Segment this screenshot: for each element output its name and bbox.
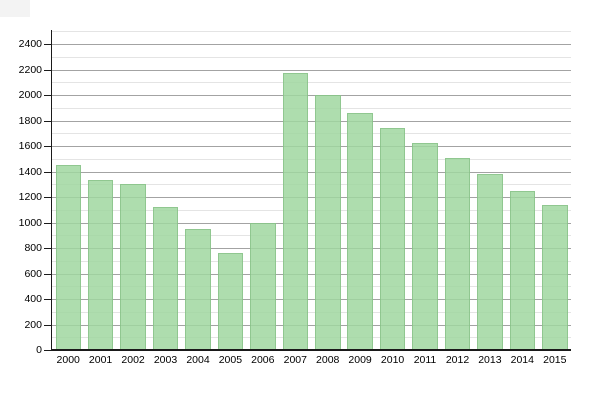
bar-2001 — [87, 180, 114, 350]
minor-gridline — [52, 286, 571, 288]
y-axis-label: 1600 — [18, 140, 42, 152]
y-axis-tick — [44, 197, 51, 198]
x-axis-label: 2001 — [88, 354, 113, 366]
y-axis-tick — [44, 350, 51, 351]
major-gridline — [52, 299, 571, 300]
y-axis-tick — [44, 44, 51, 45]
major-gridline — [52, 146, 571, 147]
y-axis-label: 1400 — [18, 165, 42, 178]
major-gridline — [52, 273, 571, 275]
minor-gridline — [52, 311, 571, 313]
y-axis-label: 200 — [24, 318, 42, 331]
major-gridline — [52, 248, 571, 249]
x-axis-line — [51, 349, 571, 351]
bar-2003 — [152, 207, 179, 350]
y-axis-tick — [44, 95, 51, 96]
y-axis-label: 2000 — [18, 89, 42, 101]
y-axis-label: 1200 — [18, 191, 42, 203]
x-axis-label: 2008 — [316, 354, 340, 366]
x-axis-label: 2013 — [478, 354, 502, 366]
y-axis-line — [51, 30, 52, 350]
x-axis-label: 2014 — [510, 354, 534, 366]
bar-2007 — [282, 73, 308, 350]
x-axis-label: 2012 — [445, 354, 470, 366]
x-axis-label: 2002 — [121, 354, 145, 366]
major-gridline — [52, 120, 571, 122]
x-axis-label: 2007 — [283, 354, 307, 366]
minor-gridline — [52, 337, 571, 339]
bar-2006 — [250, 222, 276, 350]
minor-gridline — [52, 56, 571, 58]
minor-gridline — [52, 158, 571, 160]
minor-gridline — [52, 209, 571, 211]
minor-gridline — [52, 184, 571, 186]
bar-2005 — [217, 253, 244, 350]
minor-gridline — [52, 260, 571, 262]
bar-2014 — [509, 190, 536, 350]
y-axis-label: 400 — [24, 293, 42, 305]
bar-2015 — [542, 204, 568, 350]
x-axis-label: 2000 — [56, 354, 80, 366]
bar-2000 — [55, 165, 81, 350]
major-gridline — [52, 95, 571, 96]
bar-2012 — [444, 157, 471, 350]
major-gridline — [52, 69, 571, 71]
y-axis-label: 0 — [36, 344, 42, 356]
major-gridline — [52, 222, 571, 224]
bar-2013 — [477, 174, 503, 350]
x-axis-label: 2009 — [348, 354, 372, 366]
bar-2008 — [315, 95, 341, 350]
y-axis-tick — [44, 299, 51, 300]
minor-gridline — [52, 107, 571, 109]
bar-2002 — [120, 184, 146, 351]
x-axis-label: 2010 — [380, 354, 405, 366]
x-axis-label: 2011 — [413, 354, 437, 366]
x-axis-label: 2005 — [218, 354, 243, 366]
y-axis-tick — [44, 146, 51, 147]
minor-gridline — [52, 133, 571, 135]
y-axis-tick — [44, 324, 51, 326]
minor-gridline — [52, 82, 571, 84]
bar-2011 — [412, 143, 438, 350]
x-axis-label: 2004 — [186, 354, 210, 366]
bar-2010 — [379, 128, 406, 350]
y-axis-tick — [44, 222, 51, 224]
x-axis-label: 2006 — [251, 354, 275, 366]
y-axis-label: 1000 — [18, 216, 42, 229]
y-axis-tick — [44, 69, 51, 71]
y-axis-tick — [44, 273, 51, 275]
y-axis-tick — [44, 171, 51, 173]
major-gridline — [52, 44, 571, 45]
y-axis-label: 2200 — [18, 63, 42, 76]
major-gridline — [52, 197, 571, 198]
corner-artifact — [0, 0, 30, 17]
minor-gridline — [52, 31, 571, 33]
x-axis-label: 2015 — [543, 354, 567, 366]
y-axis-label: 1800 — [18, 114, 42, 127]
minor-gridline — [52, 235, 571, 237]
bar-2009 — [347, 112, 373, 350]
y-axis-tick — [44, 120, 51, 122]
major-gridline — [52, 324, 571, 326]
bar-2004 — [185, 228, 211, 350]
y-axis-label: 800 — [24, 242, 42, 254]
y-axis-label: 2400 — [18, 38, 42, 50]
y-axis-label: 600 — [24, 267, 42, 280]
x-axis-label: 2003 — [153, 354, 178, 366]
major-gridline — [52, 171, 571, 173]
y-axis-tick — [44, 248, 51, 249]
